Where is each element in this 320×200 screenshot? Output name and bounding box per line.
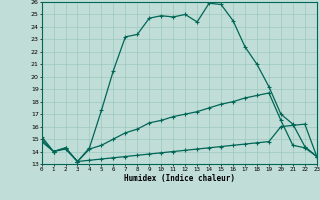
X-axis label: Humidex (Indice chaleur): Humidex (Indice chaleur): [124, 174, 235, 183]
